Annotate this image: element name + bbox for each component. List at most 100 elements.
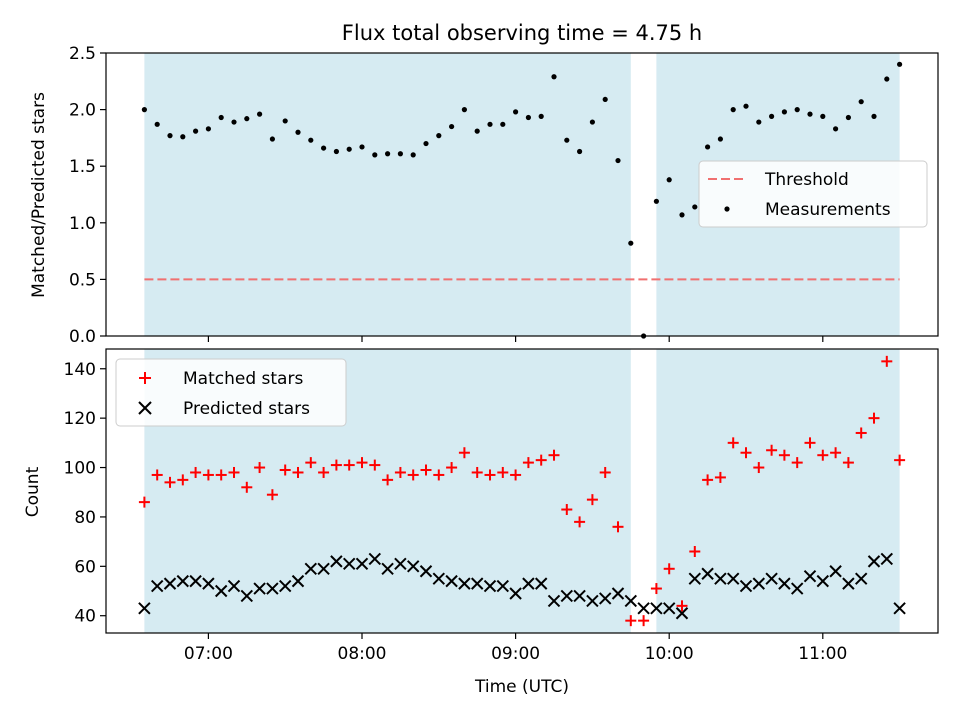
predicted-point xyxy=(278,579,292,593)
measurement-point xyxy=(500,121,506,127)
measurement-point xyxy=(359,144,365,150)
matched-point xyxy=(791,457,803,469)
predicted-point xyxy=(790,582,804,595)
predicted-point xyxy=(406,560,420,573)
matched-point xyxy=(433,469,445,481)
predicted-point xyxy=(522,577,535,590)
predicted-point xyxy=(880,552,894,566)
measurement-point xyxy=(692,204,698,210)
predicted-point xyxy=(304,562,318,575)
count-predicted-stars xyxy=(138,552,906,620)
measurement-point xyxy=(564,137,570,143)
measurement-point xyxy=(282,118,288,124)
predicted-point xyxy=(470,577,484,590)
measurement-point xyxy=(269,136,275,142)
xtick-label: 08:00 xyxy=(338,644,387,664)
matched-point xyxy=(881,355,893,367)
predicted-point xyxy=(291,574,305,588)
count-ytick-label: 60 xyxy=(74,557,96,577)
predicted-point xyxy=(637,602,650,615)
predicted-point xyxy=(342,557,356,571)
matched-point xyxy=(343,459,355,471)
measurement-point xyxy=(167,133,173,139)
measurement-point xyxy=(730,107,736,113)
predicted-point xyxy=(432,572,446,585)
matched-point xyxy=(279,464,291,476)
matched-point xyxy=(727,437,739,449)
ratio-ytick-label: 0.0 xyxy=(69,327,96,347)
measurement-point xyxy=(218,114,224,121)
ratio-x-ticks xyxy=(207,336,824,342)
predicted-point xyxy=(253,582,266,595)
measurement-point xyxy=(449,123,455,130)
predicted-point xyxy=(496,579,510,593)
predicted-point xyxy=(381,562,394,575)
count-legend: Matched stars Predicted stars xyxy=(115,358,347,427)
ratio-measurements xyxy=(141,61,903,339)
legend-matched-label: Matched stars xyxy=(183,369,303,389)
matched-point xyxy=(535,454,547,466)
legend-predicted-swatch xyxy=(138,401,152,415)
predicted-point xyxy=(803,569,817,583)
predicted-point xyxy=(150,579,164,593)
matched-point xyxy=(612,521,624,533)
count-x-ticks: 07:00 08:00 09:00 10:00 11:00 xyxy=(184,633,847,664)
predicted-point xyxy=(701,567,714,580)
measurement-point xyxy=(602,96,608,103)
matched-point xyxy=(382,474,394,486)
matched-point xyxy=(510,469,522,481)
count-axes-frame xyxy=(105,348,939,634)
predicted-point xyxy=(598,592,612,605)
measurement-point xyxy=(244,116,250,122)
predicted-point xyxy=(214,584,228,598)
legend-measurements-swatch xyxy=(724,206,730,212)
predicted-point xyxy=(726,572,740,585)
matched-point xyxy=(394,466,406,478)
predicted-point xyxy=(662,602,676,615)
matched-point xyxy=(714,471,726,483)
measurement-point xyxy=(743,103,749,109)
predicted-point xyxy=(739,579,753,593)
predicted-point xyxy=(266,582,279,595)
predicted-point xyxy=(368,552,382,566)
measurement-point xyxy=(653,198,660,204)
measurement-point xyxy=(589,119,596,125)
matched-point xyxy=(407,469,419,481)
predicted-point xyxy=(611,587,625,600)
predicted-point xyxy=(483,579,497,593)
matched-point xyxy=(625,615,637,627)
predicted-point xyxy=(714,572,727,585)
matched-point xyxy=(497,466,509,478)
ratio-y-ticks: 0.0 0.5 1.0 1.5 2.0 2.5 xyxy=(69,44,106,347)
predicted-point xyxy=(675,607,689,620)
measurement-point xyxy=(257,111,263,117)
measurement-point xyxy=(193,128,199,134)
measurement-point xyxy=(333,148,339,155)
predicted-point xyxy=(778,577,791,590)
matched-point xyxy=(356,457,368,469)
measurement-point xyxy=(385,151,391,157)
matched-point xyxy=(292,466,304,478)
predicted-point xyxy=(650,602,663,615)
ratio-legend: Threshold Measurements xyxy=(698,160,928,228)
predicted-point xyxy=(202,577,215,590)
legend-measurements-label: Measurements xyxy=(765,200,891,220)
ratio-legend-box xyxy=(698,160,928,228)
measurement-point xyxy=(538,113,544,119)
ratio-ytick-label: 2.0 xyxy=(69,101,96,121)
predicted-point xyxy=(688,572,702,585)
matched-point xyxy=(164,476,176,488)
matched-point xyxy=(318,466,330,478)
predicted-point xyxy=(445,574,458,588)
measurement-point xyxy=(141,107,147,113)
ratio-ytick-label: 2.5 xyxy=(69,44,96,64)
matched-point xyxy=(894,454,906,466)
matched-point xyxy=(522,457,534,469)
measurement-point xyxy=(436,133,442,139)
measurement-point xyxy=(717,136,724,142)
count-panel: 40 60 80 100 120 140 07:00 08:00 09:00 10:00 11:0… xyxy=(23,348,939,697)
measurement-point xyxy=(295,129,301,135)
measurement-point xyxy=(884,76,890,82)
predicted-point xyxy=(752,577,766,590)
xtick-label: 11:00 xyxy=(798,644,847,664)
